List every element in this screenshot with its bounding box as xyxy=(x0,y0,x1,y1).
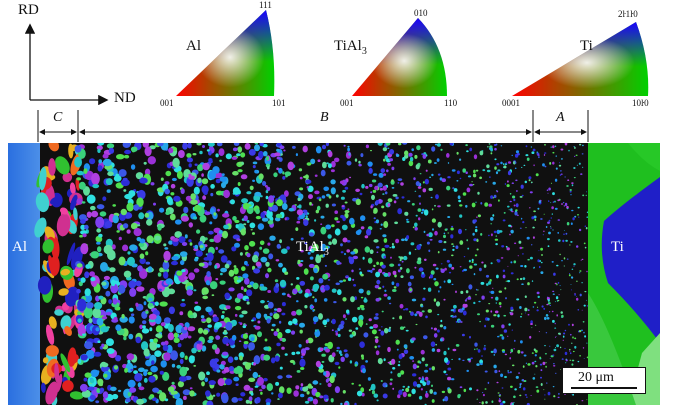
ti-corner-right: 10ŀ0 xyxy=(632,98,649,108)
ti-legend-label: Ti xyxy=(580,38,593,54)
ti-map-label: Ti xyxy=(611,239,624,255)
scale-bar-label: 20 μm xyxy=(578,370,614,385)
tial3-corner-right: 110 xyxy=(444,98,458,108)
al-corner-left: 001 xyxy=(160,98,174,108)
nd-label: ND xyxy=(114,90,136,106)
al-map-label: Al xyxy=(12,239,27,255)
zone-b-label: B xyxy=(320,110,329,125)
scale-bar-box: 20 μm xyxy=(562,367,646,394)
ti-ipf-triangle xyxy=(512,22,649,96)
tial3-ipf-triangle xyxy=(352,18,447,96)
tial3-corner-top: 010 xyxy=(414,8,428,18)
al-region xyxy=(8,143,40,405)
ti-blue-grain xyxy=(601,177,660,343)
zone-dimension-lines xyxy=(37,110,589,142)
al-legend-label: Al xyxy=(186,38,201,54)
scale-bar-line xyxy=(571,387,637,389)
al-corner-top: 111 xyxy=(259,0,272,10)
tial3-legend-label: TiAl3 xyxy=(334,38,367,57)
zone-c-label: C xyxy=(53,110,63,125)
ti-region xyxy=(588,143,660,405)
grain-field xyxy=(34,143,589,405)
ipf-legends xyxy=(176,10,649,96)
al-corner-right: 101 xyxy=(272,98,286,108)
tial3-map-label: TiAl3 xyxy=(296,239,329,258)
ti-corner-left: 0001 xyxy=(502,98,520,108)
ti-corner-top: 2ŀ1ŀ0 xyxy=(618,9,638,19)
rd-label: RD xyxy=(18,2,39,18)
tial3-corner-left: 001 xyxy=(340,98,354,108)
al-ipf-triangle xyxy=(176,10,275,96)
zone-a-label: A xyxy=(556,110,565,125)
ebsd-orientation-map xyxy=(8,143,660,405)
axes-indicator xyxy=(24,23,109,106)
